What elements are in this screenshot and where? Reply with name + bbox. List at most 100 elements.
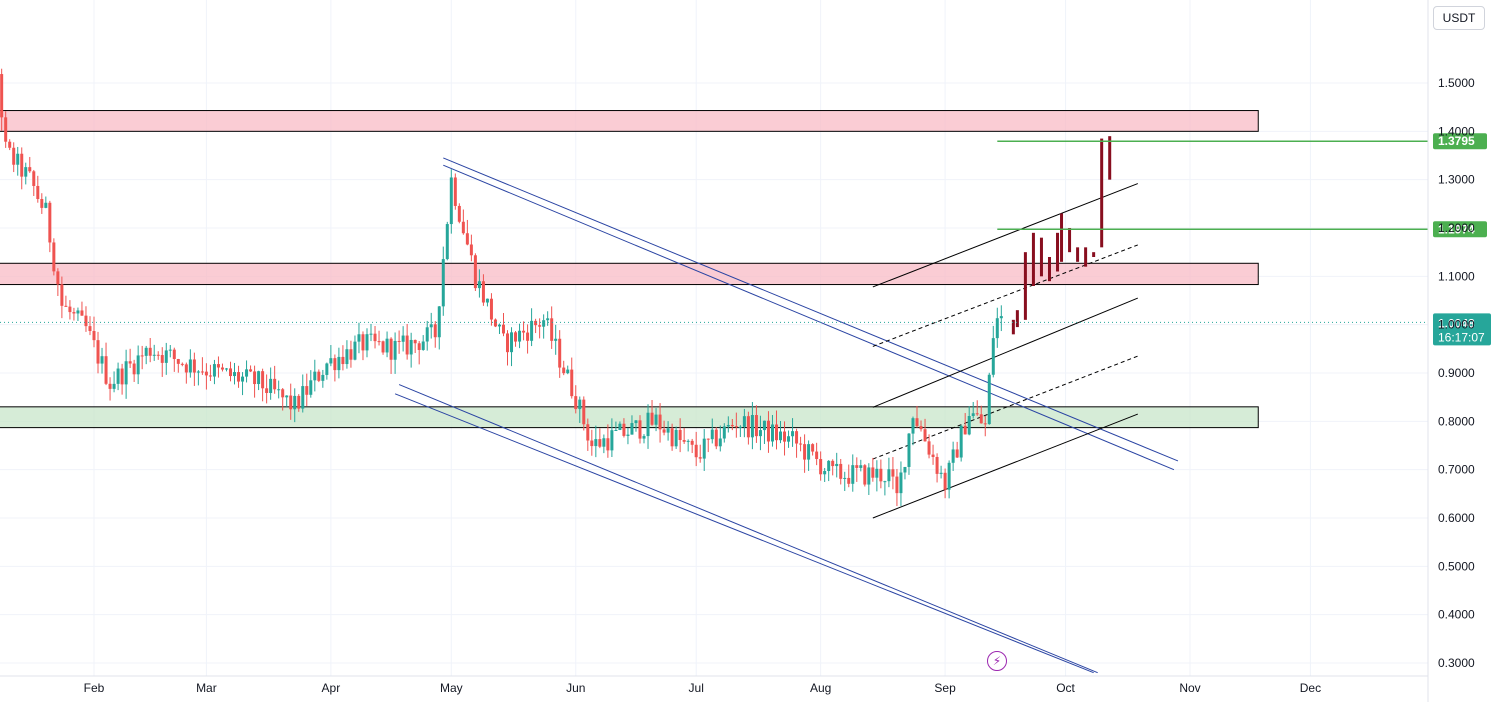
candle-body	[28, 167, 32, 172]
candle-body	[461, 221, 465, 234]
candle-body	[594, 439, 598, 447]
y-tick-label: 1.5000	[1438, 76, 1475, 90]
candle-body	[144, 347, 148, 356]
candle-body	[56, 271, 60, 285]
candle-body	[108, 383, 112, 389]
candle-body	[409, 339, 413, 355]
candle-body	[534, 320, 538, 326]
candle-body	[317, 371, 321, 381]
candle-body	[457, 205, 461, 222]
upper-channel-line	[443, 164, 1175, 471]
candle-body	[257, 371, 261, 385]
candle-body	[758, 430, 762, 437]
candle-body	[506, 333, 510, 353]
y-tick-label: 1.3000	[1438, 173, 1475, 187]
candle-body	[734, 426, 738, 428]
candle-body	[746, 416, 750, 438]
candle-body	[164, 350, 168, 363]
candle-body	[0, 74, 4, 118]
y-tick-label: 0.9000	[1438, 366, 1475, 380]
candle-body	[570, 369, 574, 397]
candle-body	[212, 364, 216, 377]
candle-body	[313, 371, 317, 381]
candle-body	[742, 416, 746, 427]
candle-body	[590, 440, 594, 447]
candle-body	[124, 361, 128, 385]
x-tick-label: Feb	[84, 681, 105, 695]
candle-body	[718, 438, 722, 447]
candle-body	[220, 367, 224, 370]
ascending-channel-line	[872, 183, 1138, 288]
candle-body	[421, 341, 425, 350]
candle-body	[927, 441, 931, 455]
currency-button[interactable]: USDT	[1433, 6, 1485, 30]
projection-bar	[1060, 213, 1064, 262]
candle-body	[931, 454, 935, 457]
candle-body	[156, 354, 160, 356]
candle-body	[574, 396, 578, 410]
projection-bar	[1047, 257, 1051, 282]
candle-body	[64, 305, 68, 307]
candle-body	[116, 368, 120, 384]
candle-body	[96, 340, 100, 364]
candle-body	[293, 395, 297, 410]
projection-bar	[1100, 138, 1104, 248]
candle-body	[987, 374, 991, 425]
candle-body	[554, 338, 558, 341]
candle-body	[963, 425, 967, 435]
candle-body	[618, 423, 622, 431]
candle-body	[686, 440, 690, 442]
candle-body	[726, 424, 730, 427]
candle-body	[465, 233, 469, 245]
candle-body	[184, 364, 188, 373]
candle-body	[923, 429, 927, 442]
candle-body	[943, 472, 947, 490]
candle-body	[971, 413, 975, 417]
candle-body	[489, 298, 493, 320]
candle-body	[955, 449, 959, 458]
candle-body	[325, 363, 329, 375]
candle-body	[32, 171, 36, 186]
lightning-icon[interactable]: ⚡	[987, 651, 1007, 671]
current-price-label: 1.0048	[1438, 316, 1475, 330]
y-tick-label: 0.3000	[1438, 656, 1475, 670]
candle-body	[879, 468, 883, 482]
candle-body	[939, 472, 943, 474]
candle-body	[614, 430, 618, 432]
candle-body	[831, 460, 835, 467]
candle-body	[329, 358, 333, 364]
projection-bar	[1108, 136, 1112, 180]
candle-body	[859, 465, 863, 468]
candle-body	[321, 374, 325, 381]
candle-body	[530, 320, 534, 341]
support-zone	[0, 406, 1259, 429]
candle-body	[265, 388, 269, 393]
candle-body	[911, 418, 915, 434]
candle-body	[875, 468, 879, 478]
projection-bar	[1011, 319, 1015, 335]
x-tick-label: Mar	[196, 681, 217, 695]
y-tick-label: 0.8000	[1438, 414, 1475, 428]
candle-body	[762, 420, 766, 431]
candle-body	[514, 332, 518, 342]
candle-body	[835, 463, 839, 467]
candle-body	[369, 333, 373, 335]
candle-body	[630, 423, 634, 435]
candle-body	[991, 338, 995, 375]
candle-body	[357, 334, 361, 342]
candle-body	[16, 153, 20, 165]
candle-body	[481, 281, 485, 303]
candle-body	[947, 462, 951, 490]
candle-body	[104, 356, 108, 384]
ascending-channel-mid	[872, 244, 1138, 347]
candle-body	[76, 310, 80, 314]
candle-body	[273, 378, 277, 390]
candle-body	[397, 340, 401, 342]
candle-body	[694, 444, 698, 458]
candle-body	[12, 147, 16, 165]
candle-body	[353, 341, 357, 360]
candle-body	[8, 141, 12, 148]
candle-body	[188, 359, 192, 373]
candle-body	[140, 355, 144, 357]
